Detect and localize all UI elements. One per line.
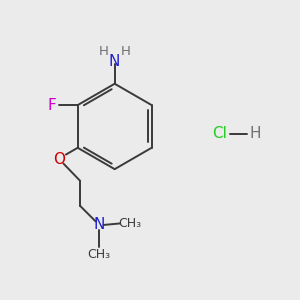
Text: CH₃: CH₃ — [118, 217, 141, 230]
Text: H: H — [249, 126, 261, 141]
Text: Cl: Cl — [212, 126, 226, 141]
Text: CH₃: CH₃ — [88, 248, 111, 262]
Text: N: N — [109, 54, 120, 69]
Text: H: H — [121, 45, 131, 58]
Text: O: O — [53, 152, 65, 167]
Text: N: N — [94, 218, 105, 232]
Text: F: F — [48, 98, 57, 112]
Text: H: H — [98, 45, 108, 58]
